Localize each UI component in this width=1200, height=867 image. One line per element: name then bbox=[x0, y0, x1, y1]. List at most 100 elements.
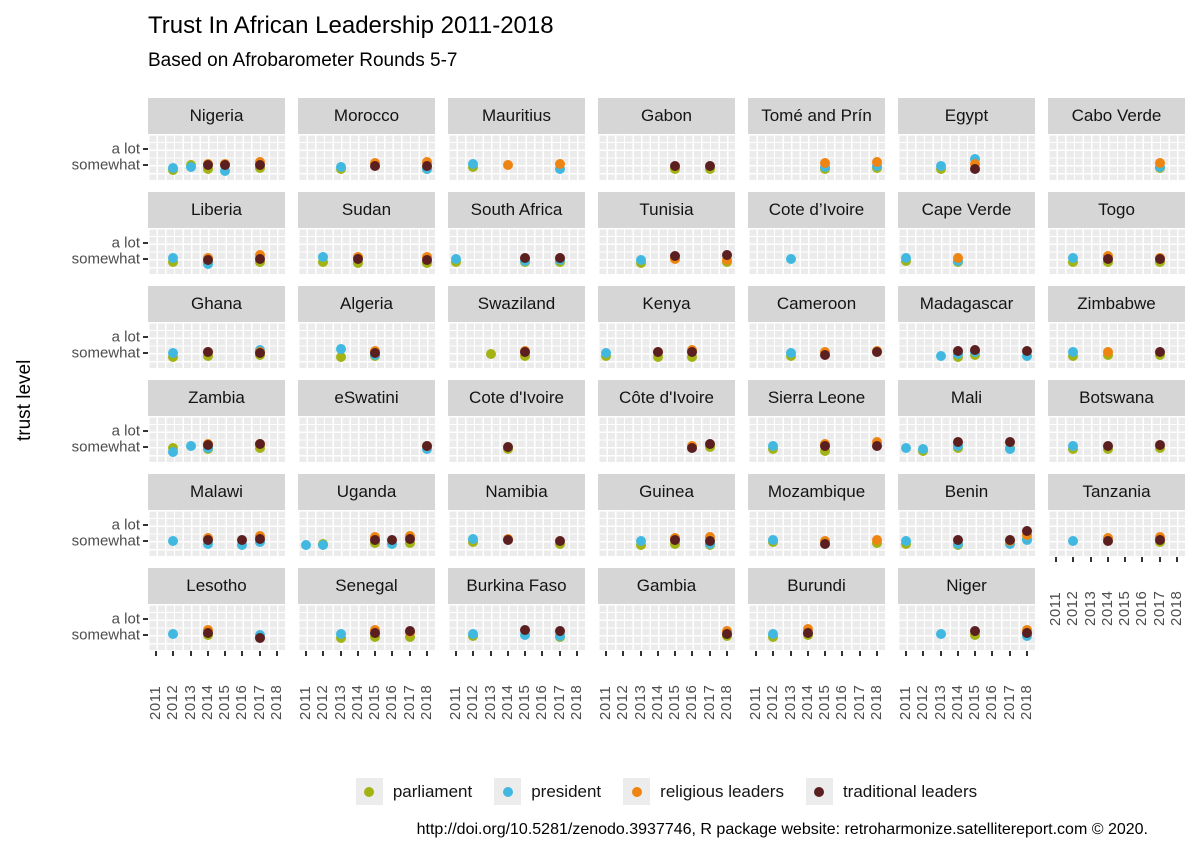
facet-panel bbox=[898, 228, 1035, 274]
facet-lesotho: Lesotho a lot somewhat 2011 2012 2013 2014 2015… bbox=[72, 568, 285, 720]
data-point-traditional-leaders bbox=[220, 160, 231, 171]
x-tick-mark bbox=[339, 651, 342, 656]
facet-panel-wrap bbox=[448, 228, 585, 274]
facet-liberia: Liberia a lot somewhat bbox=[72, 192, 285, 274]
x-tick-mark bbox=[691, 651, 694, 656]
facet-gambia: Gambia 2011 2012 2013 2014 2015 2016 2017 2018 bbox=[597, 568, 735, 720]
facet-sudan: Sudan bbox=[298, 192, 435, 274]
facet-malawi: Malawi a lot somewhat bbox=[72, 474, 285, 556]
x-tick-label: 2014 bbox=[1098, 590, 1116, 626]
data-point-religious-leaders bbox=[952, 252, 963, 263]
x-tick-label: 2011 bbox=[597, 685, 615, 720]
x-tick-label: 2017 bbox=[850, 684, 868, 720]
data-point-traditional-leaders bbox=[404, 626, 415, 637]
x-tick-mark bbox=[858, 651, 861, 656]
facet-burkina-faso: Burkina Faso 2011 2012 2013 2014 2015 2016 2017… bbox=[447, 568, 585, 720]
x-tick-mark bbox=[391, 651, 394, 656]
facet-panel-wrap bbox=[898, 134, 1035, 180]
facet-niger: Niger 2011 2012 2013 2014 2015 2016 2017 2018 bbox=[897, 568, 1035, 720]
facet-strip-label: Botswana bbox=[1048, 380, 1185, 416]
data-point-traditional-leaders bbox=[1021, 627, 1032, 638]
data-point-religious-leaders bbox=[871, 156, 882, 167]
x-tick-label: 2012 bbox=[164, 684, 182, 720]
data-point-traditional-leaders bbox=[404, 533, 415, 544]
traditional-leaders-swatch-icon bbox=[814, 786, 825, 797]
x-tick-label: 2016 bbox=[983, 684, 1001, 720]
data-point-traditional-leaders bbox=[370, 627, 381, 638]
facet-cote-d-ivoire: Cote d’Ivoire bbox=[748, 192, 885, 274]
y-tick-label: somewhat bbox=[71, 156, 140, 174]
facet-strip-label: Sierra Leone bbox=[748, 380, 885, 416]
facet-botswana: Botswana bbox=[1048, 380, 1185, 462]
data-point-traditional-leaders bbox=[520, 625, 531, 636]
data-point-traditional-leaders bbox=[871, 346, 882, 357]
x-tick-label: 2013 bbox=[331, 684, 349, 720]
x-tick-mark bbox=[956, 651, 959, 656]
data-point-president bbox=[335, 161, 346, 172]
x-tick-label: 2013 bbox=[481, 684, 499, 720]
x-tick-label: 2013 bbox=[181, 684, 199, 720]
facet-panel bbox=[598, 604, 735, 650]
data-point-president bbox=[168, 162, 179, 173]
data-point-president bbox=[635, 255, 646, 266]
facet-panel-wrap bbox=[1048, 228, 1185, 274]
data-point-traditional-leaders bbox=[254, 632, 265, 643]
facet-panel bbox=[748, 604, 885, 650]
facet-panel-wrap bbox=[598, 416, 735, 462]
x-tick-label: 2015 bbox=[366, 684, 384, 720]
data-point-traditional-leaders bbox=[721, 250, 732, 261]
x-tick-mark bbox=[155, 651, 158, 656]
facet-panel bbox=[598, 228, 735, 274]
chart-subtitle: Based on Afrobarometer Rounds 5-7 bbox=[148, 50, 458, 71]
data-point-traditional-leaders bbox=[670, 535, 681, 546]
facet-strip-label: Niger bbox=[898, 568, 1035, 604]
data-point-traditional-leaders bbox=[554, 536, 565, 547]
x-tick-label: 2015 bbox=[816, 684, 834, 720]
facet-cote-d-ivoire: Cote d'Ivoire bbox=[448, 380, 585, 462]
x-axis: 2011 2012 2013 2014 2015 2016 2017 2018 bbox=[747, 650, 885, 722]
y-tick-mark bbox=[143, 164, 148, 167]
data-point-traditional-leaders bbox=[970, 344, 981, 355]
x-tick-mark bbox=[725, 651, 728, 656]
data-point-traditional-leaders bbox=[704, 161, 715, 172]
facet-cameroon: Cameroon bbox=[748, 286, 885, 368]
data-point-president bbox=[1068, 252, 1079, 263]
data-point-president bbox=[185, 161, 196, 172]
x-tick-label: 2011 bbox=[447, 685, 465, 720]
x-tick-label: 2012 bbox=[464, 684, 482, 720]
facet-panel-wrap bbox=[898, 228, 1035, 274]
facet-panel bbox=[748, 510, 885, 556]
legend-label: parliament bbox=[392, 781, 473, 801]
facet-panel-wrap bbox=[448, 134, 585, 180]
x-tick-label: 2017 bbox=[250, 684, 268, 720]
data-point-traditional-leaders bbox=[1154, 347, 1165, 358]
data-point-religious-leaders bbox=[871, 534, 882, 545]
facet-panel bbox=[1048, 416, 1185, 462]
data-point-religious-leaders bbox=[554, 159, 565, 170]
data-point-traditional-leaders bbox=[254, 438, 265, 449]
facet-strip-label: Uganda bbox=[298, 474, 435, 510]
data-point-traditional-leaders bbox=[704, 536, 715, 547]
x-tick-mark bbox=[258, 651, 261, 656]
data-point-president bbox=[768, 628, 779, 639]
x-tick-label: 2017 bbox=[700, 684, 718, 720]
x-tick-mark bbox=[558, 651, 561, 656]
x-tick-mark bbox=[241, 651, 244, 656]
facet-panel-wrap bbox=[748, 416, 885, 462]
facet-strip-label: Guinea bbox=[598, 474, 735, 510]
y-tick-mark bbox=[143, 335, 148, 338]
x-tick-mark bbox=[1106, 557, 1109, 562]
facet-panel bbox=[598, 322, 735, 368]
x-tick-label: 2016 bbox=[683, 684, 701, 720]
x-tick-mark bbox=[674, 651, 677, 656]
facet-panel bbox=[298, 228, 435, 274]
data-point-traditional-leaders bbox=[721, 628, 732, 639]
y-tick-mark bbox=[143, 446, 148, 449]
facet-swaziland: Swaziland bbox=[448, 286, 585, 368]
x-tick-label: 2017 bbox=[1150, 590, 1168, 626]
x-axis: 2011 2012 2013 2014 2015 2016 2017 2018 bbox=[897, 650, 1035, 722]
facet-panel bbox=[148, 510, 285, 556]
x-tick-label: 2018 bbox=[567, 684, 585, 720]
data-point-traditional-leaders bbox=[202, 439, 213, 450]
legend: parliament president religious leaders trad… bbox=[148, 778, 1185, 805]
